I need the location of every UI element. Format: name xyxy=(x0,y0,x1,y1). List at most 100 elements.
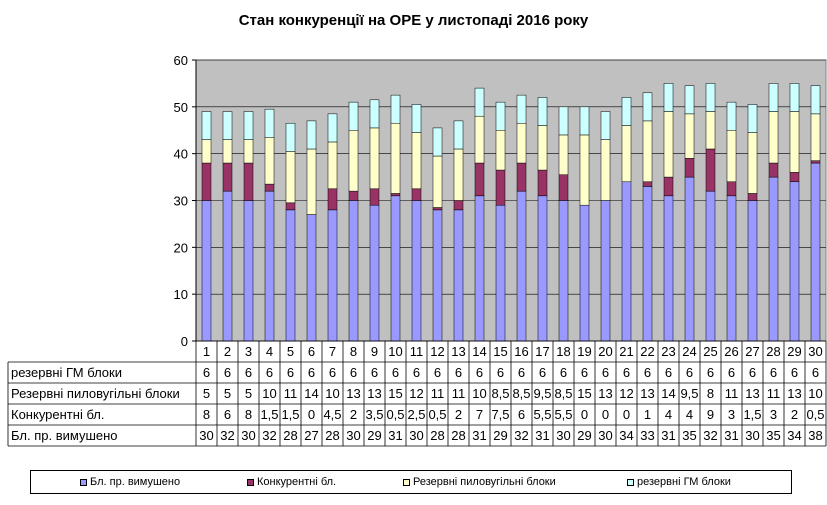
table-cell: 5,5 xyxy=(533,407,551,422)
table-cell: 6 xyxy=(623,365,630,380)
x-tick-label: 5 xyxy=(287,344,294,359)
table-cell: 12 xyxy=(409,386,423,401)
table-cell: 0,5 xyxy=(806,407,824,422)
bar-segment xyxy=(201,200,212,342)
bar-segment xyxy=(327,113,338,143)
bar-segment xyxy=(600,139,611,201)
bar-segment xyxy=(705,190,716,342)
table-cell: 30 xyxy=(598,428,612,443)
bar-segment xyxy=(495,169,506,206)
y-tick-label: 40 xyxy=(174,147,188,162)
table-cell: 30 xyxy=(409,428,423,443)
table-cell: 28 xyxy=(430,428,444,443)
legend-swatch-coal-reserve xyxy=(403,478,410,486)
table-cell: 6 xyxy=(287,365,294,380)
table-cell: 6 xyxy=(518,407,525,422)
bar-segment xyxy=(642,181,653,187)
table-cell: 31 xyxy=(535,428,549,443)
x-tick-label: 9 xyxy=(371,344,378,359)
bar-segment xyxy=(453,120,464,150)
bar-segment xyxy=(222,190,233,342)
table-cell: 6 xyxy=(413,365,420,380)
bar-segment xyxy=(621,97,632,126)
table-cell: 6 xyxy=(665,365,672,380)
table-cell: 10 xyxy=(262,386,276,401)
table-cell: 6 xyxy=(560,365,567,380)
table-cell: 5 xyxy=(224,386,231,401)
bar-segment xyxy=(201,162,212,201)
bar-segment xyxy=(306,148,317,215)
table-cell: 28 xyxy=(325,428,339,443)
bar-segment xyxy=(243,162,254,201)
bar-segment xyxy=(705,111,716,150)
bar-segment xyxy=(810,162,821,342)
bar-segment xyxy=(663,195,674,342)
legend-item-coal-reserve: Резервні пиловугільні блоки xyxy=(403,476,556,488)
bar-segment xyxy=(474,115,485,164)
bar-segment xyxy=(453,209,464,342)
table-row-label: резервні ГМ блоки xyxy=(11,365,122,380)
table-cell: 6 xyxy=(308,365,315,380)
table-cell: 11 xyxy=(725,386,739,401)
table-cell: 6 xyxy=(770,365,777,380)
table-cell: 30 xyxy=(556,428,570,443)
table-cell: 2 xyxy=(791,407,798,422)
bar-segment xyxy=(453,200,464,211)
table-cell: 11 xyxy=(767,386,781,401)
table-cell: 6 xyxy=(371,365,378,380)
bar-segment xyxy=(495,101,506,131)
table-cell: 11 xyxy=(452,386,466,401)
bar-segment xyxy=(243,111,254,140)
x-tick-label: 4 xyxy=(266,344,273,359)
table-cell: 2,5 xyxy=(407,407,425,422)
bar-segment xyxy=(348,190,359,201)
table-cell: 1 xyxy=(644,407,651,422)
table-cell: 8,5 xyxy=(491,386,509,401)
x-tick-label: 6 xyxy=(308,344,315,359)
x-tick-label: 8 xyxy=(350,344,357,359)
bar-segment xyxy=(411,188,422,201)
table-cell: 0 xyxy=(602,407,609,422)
table-cell: 6 xyxy=(476,365,483,380)
bar-segment xyxy=(390,122,401,194)
legend: Бл. пр. вимушено Конкурентні бл. Резервн… xyxy=(30,470,792,494)
bar-segment xyxy=(705,83,716,112)
table-cell: 33 xyxy=(640,428,654,443)
y-tick-label: 0 xyxy=(181,334,188,349)
bar-segment xyxy=(684,176,695,342)
bar-segment xyxy=(306,214,317,342)
x-tick-label: 2 xyxy=(224,344,231,359)
table-cell: 31 xyxy=(661,428,675,443)
bar-segment xyxy=(642,120,653,183)
table-cell: 29 xyxy=(577,428,591,443)
table-row-label: Конкурентні бл. xyxy=(11,407,105,422)
bar-segment xyxy=(369,188,380,206)
bar-segment xyxy=(306,120,317,150)
bar-segment xyxy=(726,101,737,131)
table-cell: 34 xyxy=(619,428,633,443)
table-cell: 10 xyxy=(808,386,822,401)
bar-segment xyxy=(726,195,737,342)
bar-segment xyxy=(558,200,569,342)
table-cell: 32 xyxy=(262,428,276,443)
table-cell: 30 xyxy=(346,428,360,443)
table-cell: 34 xyxy=(787,428,801,443)
bar-segment xyxy=(285,202,296,211)
table-cell: 35 xyxy=(766,428,780,443)
table-cell: 32 xyxy=(703,428,717,443)
y-tick-label: 20 xyxy=(174,240,188,255)
table-cell: 38 xyxy=(808,428,822,443)
x-tick-label: 22 xyxy=(640,344,654,359)
table-cell: 5 xyxy=(245,386,252,401)
x-tick-label: 28 xyxy=(766,344,780,359)
x-tick-label: 30 xyxy=(808,344,822,359)
table-cell: 30 xyxy=(745,428,759,443)
table-cell: 32 xyxy=(514,428,528,443)
table-cell: 5 xyxy=(203,386,210,401)
table-cell: 6 xyxy=(581,365,588,380)
bar-segment xyxy=(222,162,233,192)
x-tick-label: 14 xyxy=(472,344,486,359)
table-cell: 6 xyxy=(245,365,252,380)
x-tick-label: 19 xyxy=(577,344,591,359)
x-tick-label: 25 xyxy=(703,344,717,359)
